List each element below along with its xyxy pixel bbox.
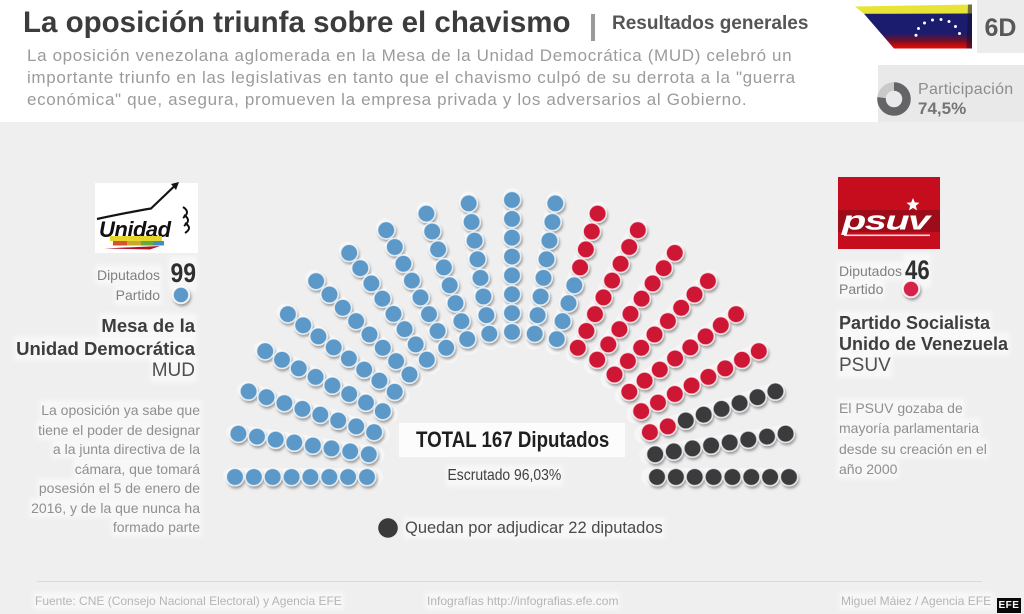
- svg-text:psuv: psuv: [841, 206, 933, 236]
